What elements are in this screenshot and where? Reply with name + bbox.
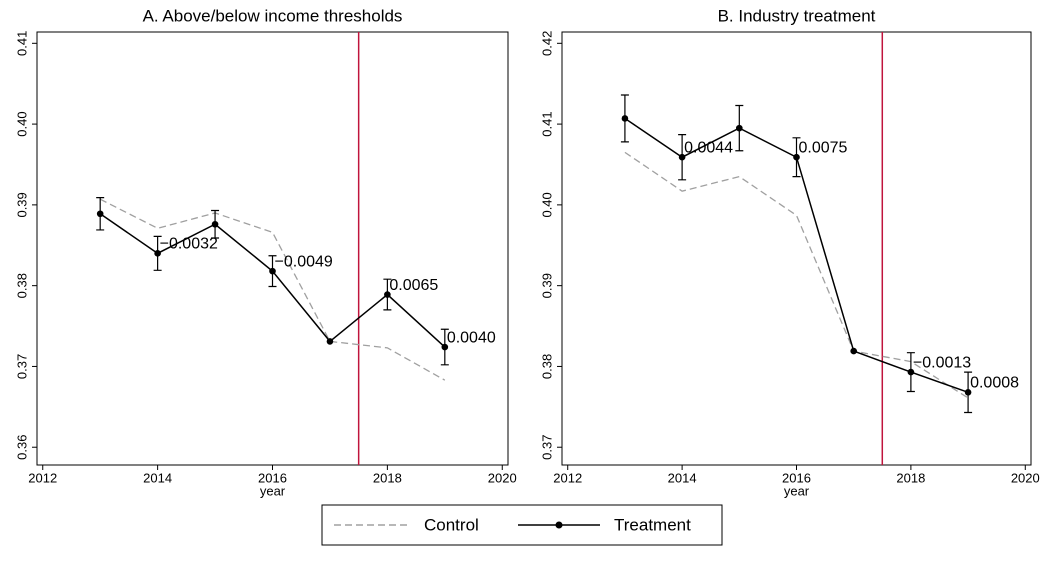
- x-axis-label: year: [784, 483, 810, 498]
- y-tick-label: 0.38: [539, 354, 554, 379]
- y-tick-label: 0.39: [14, 192, 29, 217]
- y-tick-label: 0.40: [539, 192, 554, 217]
- point: [621, 115, 629, 122]
- y-tick-label: 0.36: [14, 435, 29, 460]
- chart-title: B. Industry treatment: [718, 6, 876, 25]
- point: [793, 153, 800, 161]
- x-tick-label: 2020: [1011, 470, 1040, 485]
- x-tick-label: 2016: [782, 470, 811, 485]
- plot-frame: [561, 31, 1032, 466]
- point: [269, 267, 276, 275]
- point-label: −0.0013: [913, 354, 971, 371]
- y-tick-label: 0.39: [539, 273, 554, 298]
- legend-label: Control: [424, 515, 479, 534]
- point: [736, 124, 743, 132]
- point-label: −0.0049: [275, 253, 333, 270]
- y-tick-label: 0.41: [539, 111, 554, 136]
- x-tick-label: 2020: [488, 470, 517, 485]
- point: [441, 343, 449, 351]
- point-label: 0.0044: [684, 139, 733, 156]
- chart-title: A. Above/below income thresholds: [143, 6, 403, 25]
- point-label: 0.0008: [970, 375, 1019, 392]
- point-label: −0.0032: [160, 236, 218, 253]
- point: [907, 368, 915, 376]
- x-axis-label: year: [260, 483, 286, 498]
- x-tick-label: 2014: [143, 470, 172, 485]
- y-tick-label: 0.42: [539, 31, 554, 56]
- y-tick-label: 0.37: [14, 354, 29, 379]
- y-tick-label: 0.38: [14, 273, 29, 298]
- point: [964, 388, 972, 396]
- x-tick-label: 2014: [668, 470, 697, 485]
- series-line: [99, 198, 446, 381]
- y-tick-label: 0.41: [14, 31, 29, 56]
- y-tick-label: 0.40: [14, 111, 29, 136]
- point: [96, 210, 104, 218]
- x-tick-label: 2016: [258, 470, 287, 485]
- point-label: 0.0075: [799, 139, 848, 156]
- point: [850, 347, 857, 355]
- x-tick-label: 2012: [553, 470, 582, 485]
- plot-frame: [36, 31, 509, 466]
- point: [326, 338, 334, 345]
- legend-marker: [555, 521, 563, 529]
- legend-label: Treatment: [614, 515, 691, 534]
- point: [154, 250, 161, 257]
- x-tick-label: 2018: [373, 470, 402, 485]
- point-label: 0.0040: [447, 329, 496, 346]
- point-label: 0.0065: [389, 277, 438, 294]
- point: [678, 153, 686, 161]
- point: [384, 291, 391, 298]
- x-tick-label: 2012: [28, 470, 57, 485]
- x-tick-label: 2018: [896, 470, 925, 485]
- point: [211, 220, 219, 228]
- y-tick-label: 0.37: [539, 435, 554, 460]
